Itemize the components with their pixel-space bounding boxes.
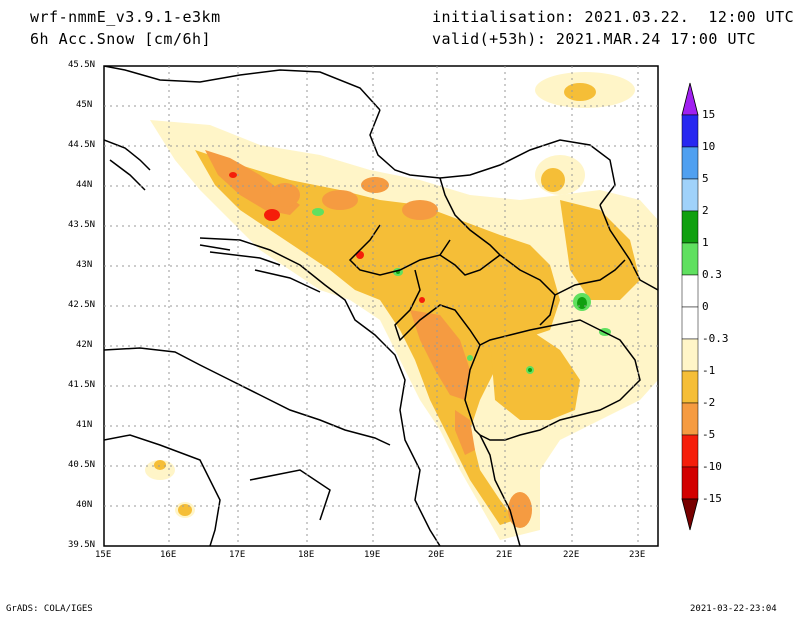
colorbar-segment-yellow xyxy=(681,370,699,404)
colorbar-segment-cream xyxy=(681,338,699,372)
colorbar-segment-dark-red xyxy=(681,466,699,500)
legend-label: 0 xyxy=(702,300,709,313)
lat-label: 39.5N xyxy=(68,540,96,550)
colorbar-segment-red xyxy=(681,434,699,468)
legend-label: 5 xyxy=(702,172,709,185)
lon-label: 17E xyxy=(229,550,246,560)
colorbar-segment-orange xyxy=(681,402,699,436)
lon-label: 22E xyxy=(563,550,580,560)
lon-label: 18E xyxy=(298,550,315,560)
colorbar-segment-blue xyxy=(681,114,699,148)
colorbar-segment-white-upper xyxy=(681,274,699,308)
lat-label: 44N xyxy=(76,180,93,190)
legend-label: -1 xyxy=(702,364,716,377)
lat-label: 42N xyxy=(76,340,93,350)
render-timestamp: 2021-03-22-23:04 xyxy=(690,604,777,614)
colorbar-segment-mid-blue xyxy=(681,146,699,180)
lon-label: 23E xyxy=(629,550,646,560)
lat-label: 42.5N xyxy=(68,300,96,310)
legend-label: -0.3 xyxy=(702,332,729,345)
initialisation-time: initialisation: 2021.03.22. 12:00 UTC xyxy=(432,8,795,26)
legend-label: 15 xyxy=(702,108,716,121)
legend-label: 2 xyxy=(702,204,709,217)
snow-field xyxy=(145,72,658,540)
legend-label: -2 xyxy=(702,396,716,409)
coastlines-borders xyxy=(104,66,658,546)
lat-label: 45.5N xyxy=(68,60,96,70)
lat-label: 44.5N xyxy=(68,140,96,150)
legend-label: -15 xyxy=(702,492,722,505)
lat-label: 43.5N xyxy=(68,220,96,230)
colorbar-segment-white-lower xyxy=(681,306,699,340)
lat-label: 41.5N xyxy=(68,380,96,390)
lon-label: 16E xyxy=(160,550,177,560)
lat-label: 40.5N xyxy=(68,460,96,470)
legend-label: -10 xyxy=(702,460,722,473)
colorbar-segment-green xyxy=(681,210,699,244)
colorbar xyxy=(681,82,699,531)
colorbar-top-triangle xyxy=(681,82,699,116)
legend-label: -5 xyxy=(702,428,716,441)
grads-credit: GrADS: COLA/IGES xyxy=(6,604,93,614)
lat-label: 43N xyxy=(76,260,93,270)
colorbar-segment-light-green xyxy=(681,242,699,276)
variable-name: 6h Acc.Snow [cm/6h] xyxy=(30,30,212,48)
colorbar-segment-light-blue xyxy=(681,178,699,212)
model-name: wrf-nmmE_v3.9.1-e3km xyxy=(30,8,221,26)
legend-label: 10 xyxy=(702,140,716,153)
heavy-snow-area xyxy=(205,150,532,528)
lon-label: 21E xyxy=(496,550,513,560)
legend-label: 0.3 xyxy=(702,268,722,281)
legend-label: 1 xyxy=(702,236,709,249)
valid-time: valid(+53h): 2021.MAR.24 17:00 UTC xyxy=(432,30,757,48)
lon-label: 19E xyxy=(364,550,381,560)
lat-label: 40N xyxy=(76,500,93,510)
lat-label: 41N xyxy=(76,420,93,430)
colorbar-bottom-triangle xyxy=(681,498,699,531)
lon-label: 15E xyxy=(95,550,112,560)
grid-lines xyxy=(104,66,658,546)
lat-label: 45N xyxy=(76,100,93,110)
lon-label: 20E xyxy=(428,550,445,560)
